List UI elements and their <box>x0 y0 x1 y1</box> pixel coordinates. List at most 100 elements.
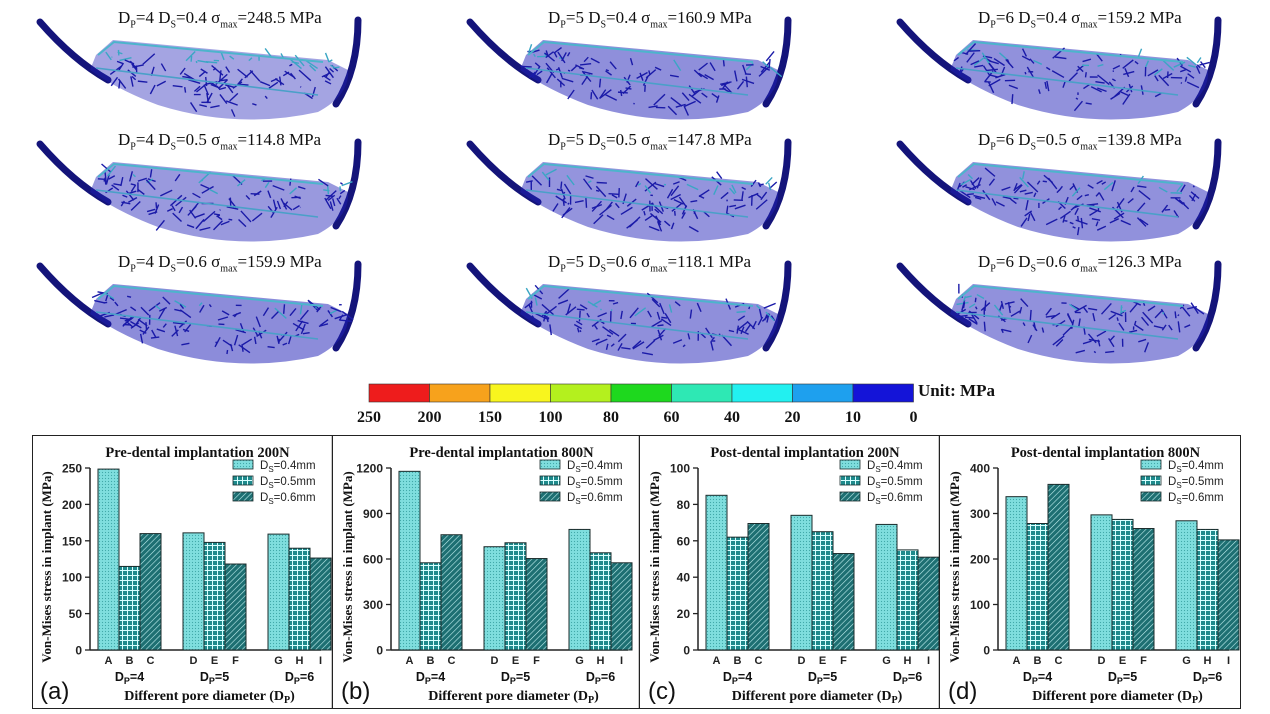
x-tick-label: A <box>105 655 113 667</box>
colorbar-tick-label: 200 <box>417 409 442 426</box>
y-tick-label: 400 <box>970 462 990 476</box>
x-tick-label: H <box>1204 655 1212 667</box>
legend-swatch <box>839 459 861 470</box>
y-tick-label: 300 <box>970 507 990 521</box>
group-label: DP=5 <box>200 670 229 686</box>
group-label: DP=5 <box>501 670 530 686</box>
group-label: DP=6 <box>893 670 922 686</box>
colorbar-tick-label: 10 <box>845 409 861 426</box>
bar-C <box>139 533 162 651</box>
y-tick-label: 900 <box>363 507 383 521</box>
bar-D <box>182 532 205 651</box>
implant-lattice-image <box>896 260 1222 364</box>
y-tick-label: 600 <box>363 553 383 567</box>
implant-lattice-image <box>466 138 792 242</box>
group-label: DP=6 <box>1193 670 1222 686</box>
fea-map: DP=4 DS=0.5 σmax=114.8 MPa <box>18 122 438 248</box>
fea-map: DP=5 DS=0.5 σmax=147.8 MPa <box>448 122 868 248</box>
bar-C <box>440 534 463 651</box>
x-tick-label: C <box>1055 655 1063 667</box>
bar-E <box>203 541 226 651</box>
legend-swatch <box>1140 459 1162 470</box>
colorbar-segment <box>610 383 672 403</box>
group-label: DP=4 <box>1023 670 1052 686</box>
legend-label: DS=0.5mm <box>567 476 623 490</box>
bar-E <box>504 542 527 651</box>
group-label: DP=6 <box>285 670 314 686</box>
x-tick-label: E <box>211 655 218 667</box>
x-tick-label: E <box>1119 655 1126 667</box>
implant-lattice-image <box>466 16 792 120</box>
bar-H <box>1196 528 1219 651</box>
x-tick-label: I <box>1227 655 1230 667</box>
y-tick-label: 50 <box>69 607 83 621</box>
legend-swatch <box>232 491 254 502</box>
x-tick-label: I <box>927 655 930 667</box>
x-tick-label: B <box>126 655 134 667</box>
x-tick-label: H <box>296 655 304 667</box>
colorbar-tick-label: 60 <box>663 409 680 426</box>
colorbar-tick-label: 150 <box>478 409 502 426</box>
y-tick-label: 1200 <box>356 462 383 476</box>
x-tick-label: A <box>713 655 721 667</box>
colorbar-tick-label: 100 <box>538 409 563 426</box>
bar-G <box>267 533 290 651</box>
implant-lattice-image <box>36 260 362 364</box>
x-tick-label: B <box>734 655 742 667</box>
legend-swatch <box>232 475 254 486</box>
colorbar-tick-label: 80 <box>603 409 619 426</box>
x-tick-label: C <box>755 655 763 667</box>
bar-A <box>97 468 120 651</box>
bar-H <box>288 547 311 651</box>
y-axis-label: Von-Mises stress in implant (MPa) <box>947 471 962 662</box>
bar-H <box>589 552 612 651</box>
panel-label: (b) <box>341 678 370 705</box>
colorbar-tick-label: 40 <box>724 409 740 426</box>
y-tick-label: 40 <box>677 571 691 585</box>
fea-caption: DP=4 DS=0.4 σmax=248.5 MPa <box>118 8 322 31</box>
bar-G <box>1175 520 1198 651</box>
group-label: DP=4 <box>723 670 752 686</box>
bar-chart-panel: Pre-dental implantation 200N Von-Mises st… <box>39 435 333 709</box>
bar-F <box>832 553 855 651</box>
legend-swatch <box>1140 475 1162 486</box>
panel-label: (d) <box>948 678 977 705</box>
bar-F <box>224 563 247 651</box>
legend-swatch <box>232 459 254 470</box>
bar-chart-panel: Post-dental implantation 800N Von-Mises s… <box>947 445 1240 706</box>
x-tick-label: G <box>882 655 891 667</box>
fea-map: DP=6 DS=0.5 σmax=139.8 MPa <box>878 122 1270 248</box>
group-label: DP=6 <box>586 670 615 686</box>
y-axis-label: Von-Mises stress in implant (MPa) <box>647 471 662 662</box>
bar-I <box>610 562 633 651</box>
group-label: DP=4 <box>115 670 144 686</box>
legend-label: DS=0.4mm <box>867 460 923 474</box>
x-axis-label: Different pore diameter (DP) <box>124 689 295 706</box>
bar-G <box>568 528 591 651</box>
fea-caption: DP=4 DS=0.5 σmax=114.8 MPa <box>118 130 322 153</box>
bar-A <box>705 494 728 651</box>
x-tick-label: E <box>819 655 826 667</box>
legend-label: DS=0.6mm <box>567 492 623 506</box>
legend-swatch <box>539 459 561 470</box>
x-tick-label: I <box>620 655 623 667</box>
legend-label: DS=0.6mm <box>260 492 316 506</box>
x-tick-label: B <box>427 655 435 667</box>
x-tick-label: F <box>533 655 540 667</box>
bar-E <box>1111 518 1134 651</box>
legend-label: DS=0.6mm <box>867 492 923 506</box>
colorbar-segment <box>368 383 430 403</box>
bar-D <box>1090 514 1113 651</box>
fea-map: DP=4 DS=0.6 σmax=159.9 MPa <box>18 244 438 370</box>
legend-swatch <box>839 475 861 486</box>
fea-caption: DP=4 DS=0.6 σmax=159.9 MPa <box>118 252 322 275</box>
x-tick-label: G <box>274 655 283 667</box>
legend-swatch <box>1140 491 1162 502</box>
colorbar-segment <box>852 383 914 403</box>
implant-lattice-image <box>36 138 362 242</box>
chart-title: Post-dental implantation 200N <box>710 445 900 461</box>
x-tick-label: D <box>798 655 806 667</box>
bar-B <box>1026 523 1049 651</box>
bar-F <box>1132 528 1155 651</box>
group-label: DP=4 <box>416 670 445 686</box>
